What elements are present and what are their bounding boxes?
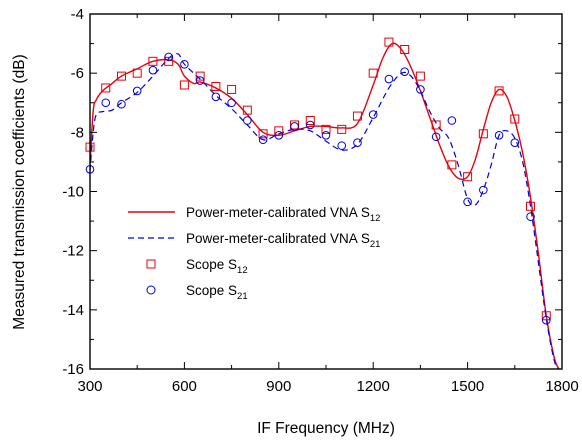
data-point-scope-s21 xyxy=(243,116,252,125)
data-point-scope-s12 xyxy=(227,84,237,94)
data-point-scope-s12 xyxy=(431,120,441,130)
data-point-scope-s12 xyxy=(305,116,315,125)
data-point-scope-s21 xyxy=(463,197,472,207)
data-point-scope-s12 xyxy=(242,105,252,115)
data-point-scope-s12 xyxy=(463,172,473,182)
plot-frame xyxy=(89,13,563,370)
legend: Power-meter-calibrated VNA S12 Power-met… xyxy=(128,205,380,302)
y-tick-label: -4 xyxy=(71,6,84,23)
y-tick-label: -6 xyxy=(71,65,84,82)
data-point-scope-s12 xyxy=(541,311,551,321)
data-point-scope-s12 xyxy=(148,56,158,66)
data-point-scope-s12 xyxy=(195,71,205,81)
data-point-scope-s21 xyxy=(526,212,535,221)
legend-marker-scope-s21 xyxy=(146,285,156,295)
data-point-scope-s21 xyxy=(431,132,441,142)
x-tick-label: 1800 xyxy=(545,378,578,395)
data-point-scope-s21 xyxy=(258,135,268,145)
legend-label-scope-s12: Scope S12 xyxy=(186,257,248,276)
data-point-scope-s21 xyxy=(117,99,126,109)
data-point-scope-s12 xyxy=(258,129,268,139)
data-point-scope-s21 xyxy=(479,185,488,195)
legend-label-vna-s21: Power-meter-calibrated VNA S21 xyxy=(186,231,380,250)
tick-layer: 300 600 900 1200 1500 1800 -16 -14 -12 -10 -8 -6 -4 xyxy=(62,6,578,395)
data-point-scope-s12 xyxy=(101,83,111,93)
data-point-scope-s21 xyxy=(290,122,299,131)
data-point-scope-s12 xyxy=(510,114,520,124)
data-point-scope-s12 xyxy=(526,201,536,211)
data-point-scope-s12 xyxy=(415,71,425,81)
data-point-scope-s21 xyxy=(164,52,173,62)
legend-marker-scope-s12 xyxy=(146,259,156,269)
x-tick-label: 600 xyxy=(172,378,197,395)
data-point-scope-s21 xyxy=(180,59,189,69)
data-point-scope-s21 xyxy=(368,110,378,119)
data-point-scope-s12 xyxy=(384,37,394,47)
marker-layer xyxy=(85,37,551,325)
y-tick-label: -8 xyxy=(71,124,84,141)
x-tick-label: 900 xyxy=(266,378,291,395)
data-point-scope-s12 xyxy=(116,71,126,81)
data-point-scope-s12 xyxy=(494,86,504,96)
data-point-scope-s21 xyxy=(101,98,111,108)
data-point-scope-s12 xyxy=(211,81,221,91)
y-tick-label: -14 xyxy=(62,302,84,319)
data-point-scope-s21 xyxy=(353,138,362,147)
data-point-scope-s21 xyxy=(494,130,504,140)
legend-label-scope-s21: Scope S21 xyxy=(186,283,248,302)
data-point-scope-s12 xyxy=(352,111,362,121)
data-point-scope-s12 xyxy=(368,68,378,78)
data-point-scope-s12 xyxy=(478,129,488,139)
data-point-scope-s21 xyxy=(321,130,331,140)
data-point-scope-s21 xyxy=(541,315,551,325)
data-point-scope-s12 xyxy=(132,68,142,78)
series-line-1 xyxy=(90,53,560,369)
data-point-scope-s12 xyxy=(447,160,457,170)
x-tick-label: 300 xyxy=(77,378,102,395)
data-point-scope-s12 xyxy=(179,80,189,90)
data-point-scope-s21 xyxy=(384,74,394,84)
data-point-scope-s12 xyxy=(164,56,174,66)
data-point-scope-s21 xyxy=(337,141,347,150)
data-point-scope-s21 xyxy=(305,120,315,130)
y-tick-label: -16 xyxy=(62,361,84,378)
x-tick-label: 1500 xyxy=(451,378,484,395)
y-tick-label: -12 xyxy=(62,243,84,260)
data-point-scope-s21 xyxy=(227,98,236,108)
y-axis-label: Measured transmission coefficients (dB) xyxy=(11,54,28,329)
data-point-scope-s21 xyxy=(274,130,284,140)
data-point-scope-s12 xyxy=(337,124,347,134)
data-point-scope-s21 xyxy=(416,85,425,94)
data-point-scope-s21 xyxy=(211,92,221,102)
data-point-scope-s21 xyxy=(148,65,158,75)
x-axis-label: IF Frequency (MHz) xyxy=(257,420,395,437)
legend-label-vna-s12: Power-meter-calibrated VNA S12 xyxy=(186,205,380,224)
data-point-scope-s21 xyxy=(132,86,142,96)
data-point-scope-s12 xyxy=(321,124,331,134)
data-point-scope-s12 xyxy=(400,45,410,54)
data-point-scope-s21 xyxy=(447,116,457,125)
data-point-scope-s21 xyxy=(195,76,205,85)
y-tick-label: -10 xyxy=(62,184,84,201)
x-tick-label: 1200 xyxy=(357,378,390,395)
data-point-scope-s21 xyxy=(400,67,409,76)
data-point-scope-s12 xyxy=(274,126,284,136)
data-point-scope-s21 xyxy=(510,138,520,147)
